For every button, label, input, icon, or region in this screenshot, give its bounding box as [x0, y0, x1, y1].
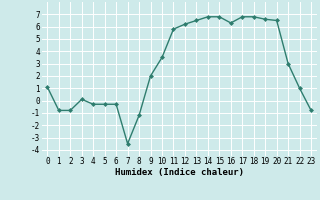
X-axis label: Humidex (Indice chaleur): Humidex (Indice chaleur) — [115, 168, 244, 177]
